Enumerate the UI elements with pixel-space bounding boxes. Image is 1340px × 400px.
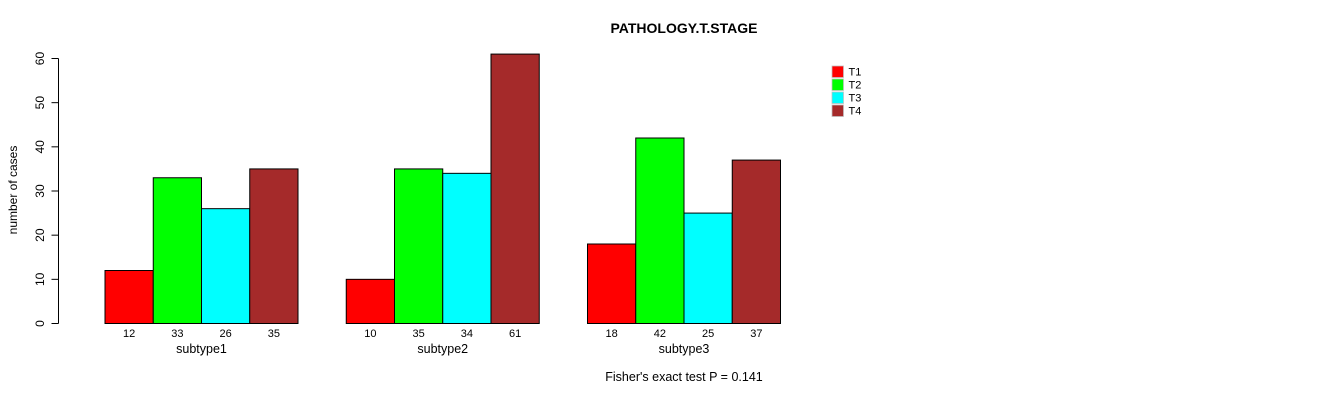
legend-swatch-T4 [831, 104, 844, 117]
y-axis-tick-label: 60 [33, 52, 47, 66]
chart-title: PATHOLOGY.T.STAGE [610, 20, 758, 36]
bar-value-label: 35 [268, 328, 280, 340]
bar-subtype1-T4 [249, 168, 299, 324]
bar-subtype2-T3 [442, 172, 492, 324]
legend-label-T3: T3 [849, 93, 862, 105]
bar-subtype1-T2 [152, 177, 202, 324]
bar-subtype2-T2 [394, 168, 444, 324]
legend-swatch-T1 [831, 65, 844, 78]
y-axis-tick-label: 40 [33, 140, 47, 154]
category-label-subtype2: subtype2 [417, 342, 468, 356]
fisher-test-label: Fisher's exact test P = 0.141 [605, 370, 763, 384]
legend-label-T2: T2 [849, 80, 862, 92]
legend-label-T1: T1 [849, 67, 862, 79]
y-axis-tick-label: 50 [33, 96, 47, 110]
y-axis-tick-label: 0 [33, 320, 47, 327]
legend-swatch-T2 [831, 78, 844, 91]
bar-value-label: 25 [702, 328, 714, 340]
bar-subtype2-T1 [345, 278, 395, 325]
bar-value-label: 42 [654, 328, 666, 340]
bar-subtype3-T2 [635, 137, 685, 324]
bar-value-label: 26 [220, 328, 232, 340]
bar-subtype3-T4 [731, 159, 781, 324]
y-axis-tick-label: 30 [33, 184, 47, 198]
bar-value-label: 12 [123, 328, 135, 340]
bar-value-label: 34 [461, 328, 473, 340]
bar-subtype1-T3 [201, 208, 251, 325]
bar-value-label: 33 [171, 328, 183, 340]
y-axis-label: number of cases [6, 146, 20, 235]
bar-subtype2-T4 [490, 53, 540, 324]
legend-swatch-T3 [831, 91, 844, 104]
category-label-subtype1: subtype1 [176, 342, 227, 356]
bar-subtype3-T3 [683, 212, 733, 324]
bar-subtype1-T1 [104, 270, 154, 324]
bar-value-label: 18 [606, 328, 618, 340]
bar-value-label: 10 [364, 328, 376, 340]
category-label-subtype3: subtype3 [659, 342, 710, 356]
bar-value-label: 37 [750, 328, 762, 340]
y-axis-tick-label: 20 [33, 228, 47, 242]
bar-value-label: 35 [413, 328, 425, 340]
legend-label-T4: T4 [849, 106, 862, 118]
y-axis-tick-label: 10 [33, 272, 47, 286]
bar-value-label: 61 [509, 328, 521, 340]
bar-subtype3-T1 [587, 243, 637, 324]
